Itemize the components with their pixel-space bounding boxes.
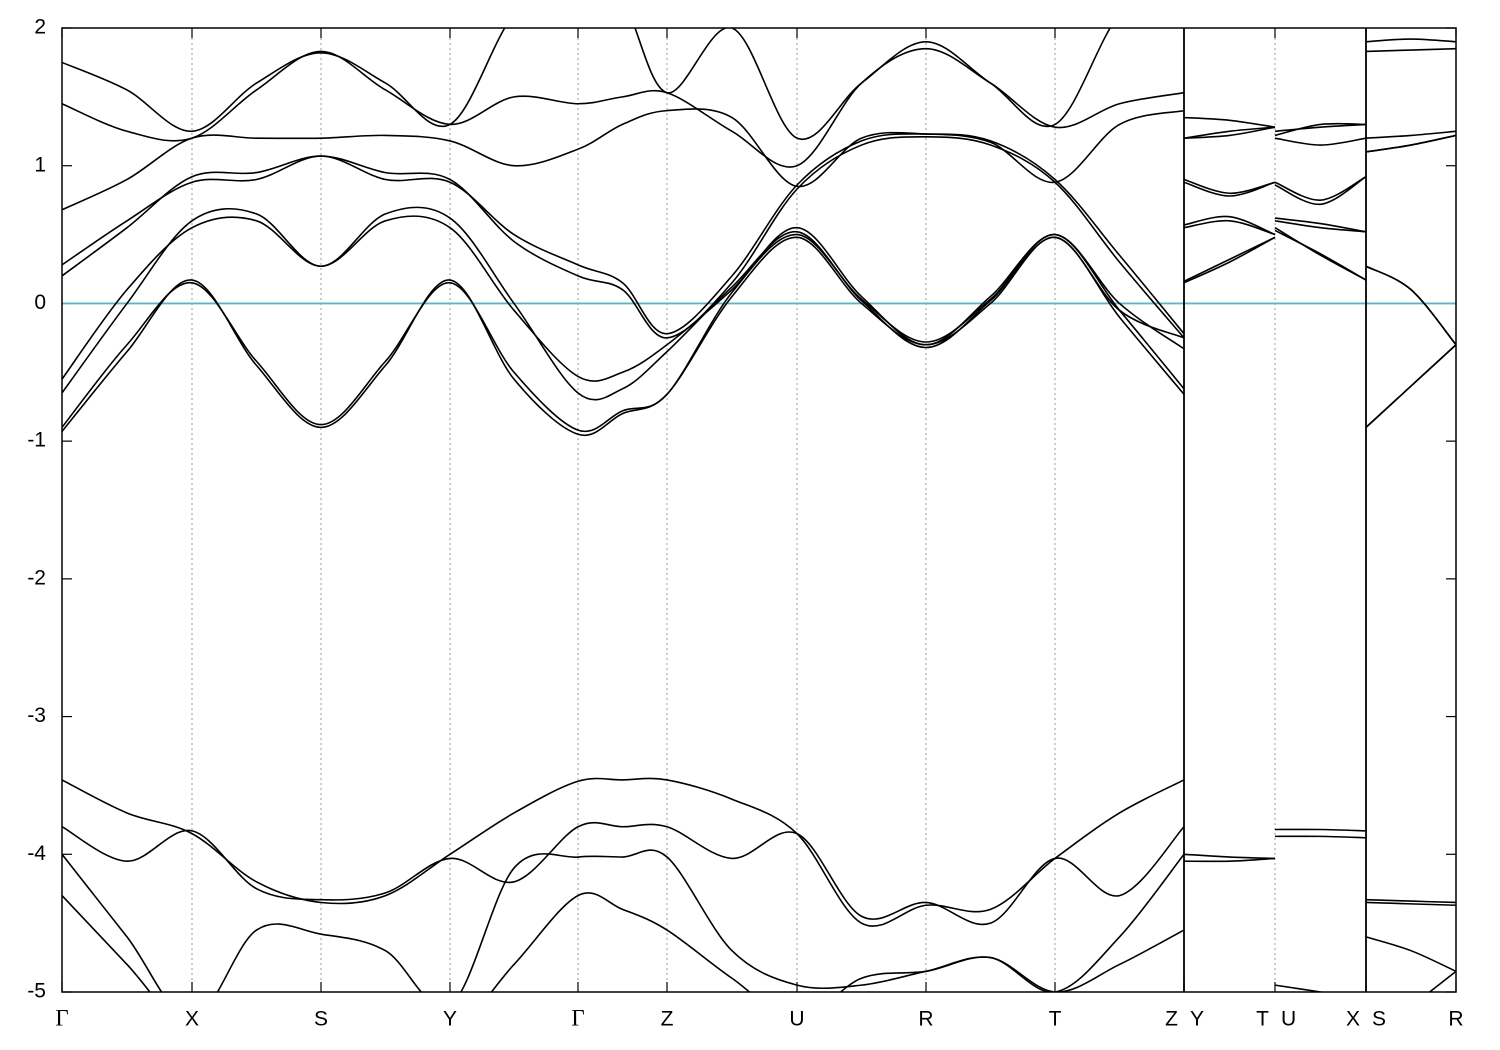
band-line	[62, 215, 1456, 382]
y-tick-label: -1	[27, 429, 46, 452]
x-tick-label: U	[789, 1008, 804, 1031]
band-line	[62, 134, 1456, 339]
band-line	[62, 777, 1456, 927]
x-tick-label: T	[1049, 1008, 1062, 1031]
x-tick-label: Γ	[571, 1005, 584, 1030]
bands-layer	[62, 28, 1456, 992]
x-tick-label: Γ	[55, 1005, 68, 1030]
band-line	[62, 108, 1456, 211]
x-tick-label: S	[314, 1008, 328, 1031]
x-tick-label: Y	[443, 1008, 457, 1031]
x-tick-label: Z	[661, 1008, 674, 1031]
y-tick-label: -3	[27, 704, 46, 727]
y-tick-label: -2	[27, 566, 46, 589]
y-tick-label: 0	[34, 291, 46, 314]
x-tick-label: T	[1256, 1008, 1269, 1031]
x-tick-label: R	[918, 1008, 933, 1031]
x-tick-label: Y	[1190, 1008, 1204, 1031]
band-line	[62, 892, 1456, 992]
plot-frame	[61, 27, 1457, 993]
y-tick-label: 1	[34, 153, 46, 176]
x-tick-label: Z	[1165, 1008, 1178, 1031]
band-line	[62, 229, 1456, 433]
y-tick-label: -5	[27, 980, 46, 1003]
x-tick-label: S	[1372, 1008, 1386, 1031]
band-line	[62, 227, 1456, 437]
y-tick-label: -4	[27, 842, 46, 865]
band-line	[62, 206, 1456, 401]
x-tick-label: X	[185, 1008, 199, 1031]
x-tick-label: U	[1281, 1008, 1296, 1031]
x-tick-label: X	[1346, 1008, 1360, 1031]
band-line	[62, 849, 1456, 992]
band-line	[62, 821, 1456, 926]
x-tick-label: R	[1448, 1008, 1463, 1031]
band-line	[62, 28, 1456, 141]
band-line	[62, 47, 1456, 168]
y-tick-label: 2	[34, 16, 46, 39]
band-line	[62, 133, 1456, 335]
